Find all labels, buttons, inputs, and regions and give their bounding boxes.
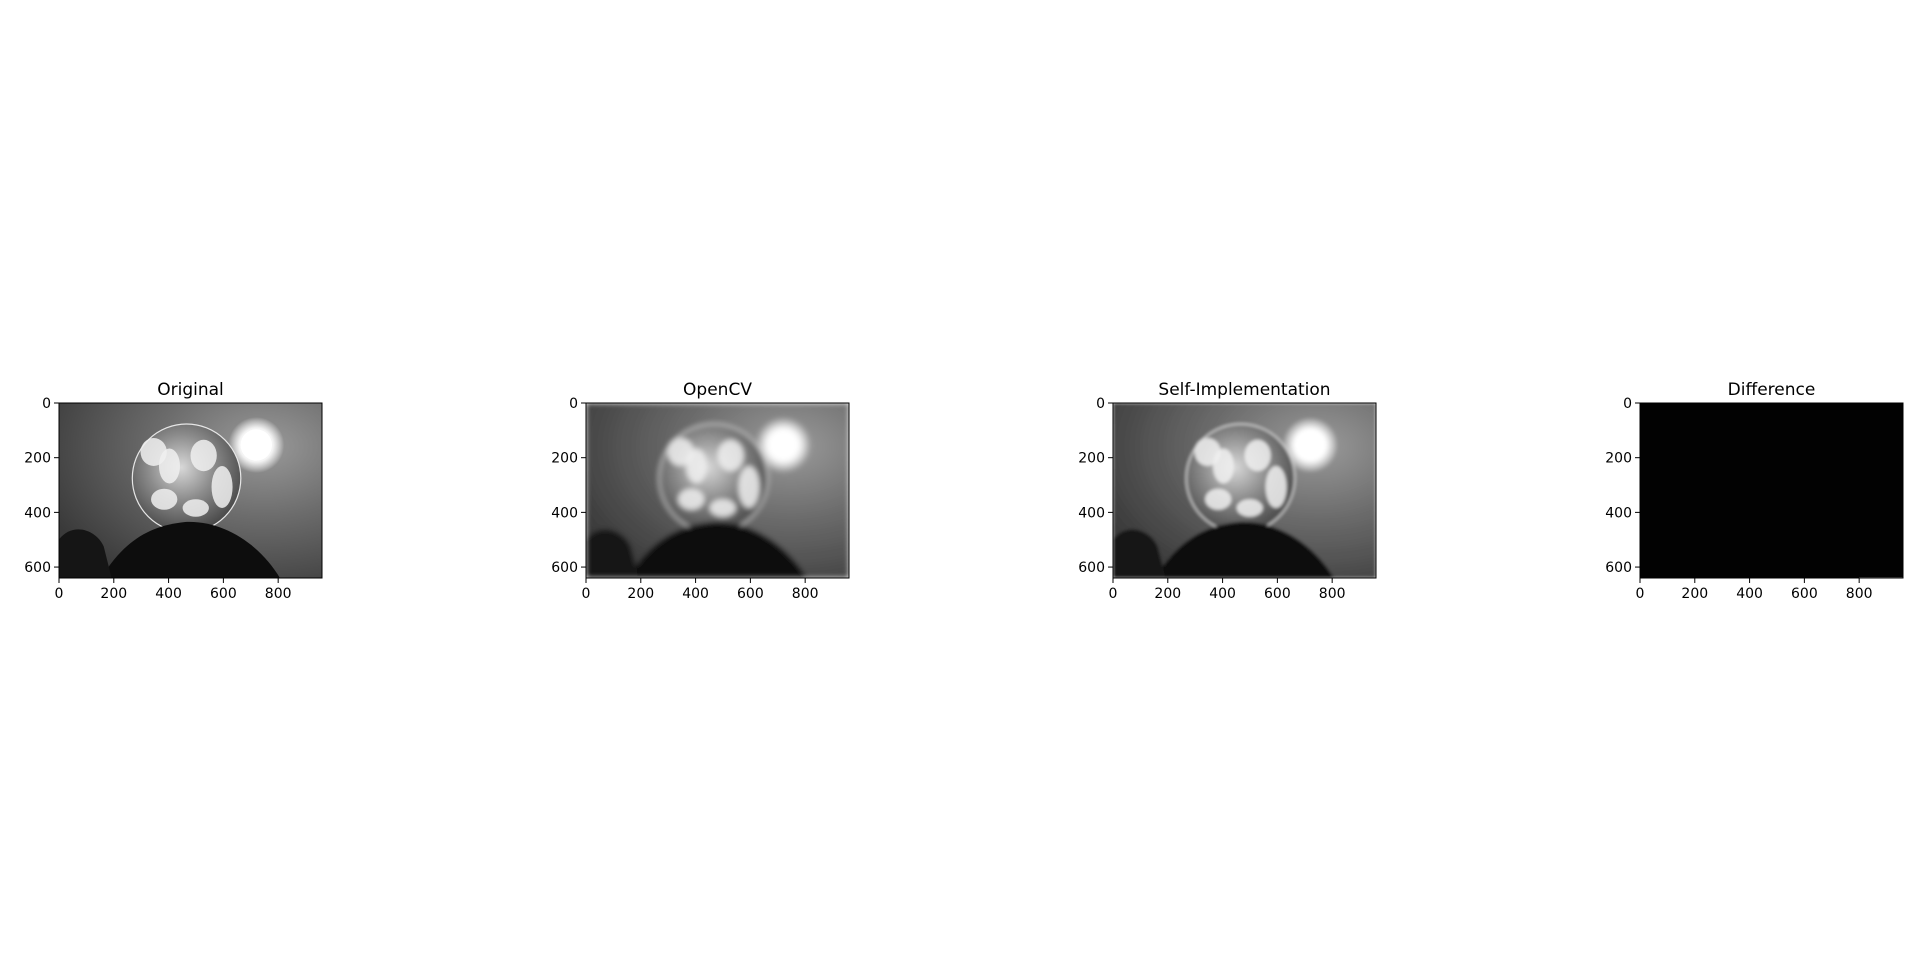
foreground-bush (586, 529, 639, 578)
frost-patch (678, 488, 705, 510)
y-tick-label: 0 (1096, 396, 1105, 412)
x-tick-label: 200 (1154, 586, 1181, 602)
y-tick-label: 400 (1605, 505, 1632, 521)
y-tick-label: 400 (551, 505, 578, 521)
x-tick-label: 200 (100, 586, 127, 602)
frost-patch (717, 439, 744, 472)
frost-patch (182, 499, 209, 517)
x-tick-label: 0 (1636, 586, 1645, 602)
y-tick-label: 200 (1605, 451, 1632, 467)
x-tick-label: 400 (155, 586, 182, 602)
panel-1-title: Original (157, 380, 224, 400)
frost-patch (158, 448, 180, 484)
y-tick-label: 0 (42, 396, 51, 412)
foreground-hill (1155, 521, 1334, 578)
foreground-bush (59, 529, 112, 578)
sun-core (767, 429, 799, 461)
panel-4-frame (1639, 402, 1904, 579)
panel-3-image (1113, 403, 1376, 578)
y-tick-label: 400 (1078, 505, 1105, 521)
frost-patch (190, 439, 217, 472)
panel-2-frame (585, 402, 850, 579)
frost-patch (151, 488, 178, 510)
x-tick-label: 800 (1846, 586, 1873, 602)
foreground-bush (1113, 529, 1166, 578)
y-tick-label: 600 (1605, 560, 1632, 576)
panel-4: Difference 0 200 400 600 800 0 200 400 600 (1605, 380, 1904, 602)
sun-core (240, 429, 272, 461)
x-tick-label: 600 (1264, 586, 1291, 602)
y-tick-label: 0 (1623, 396, 1632, 412)
x-tick-label: 400 (1736, 586, 1763, 602)
frost-patch (1205, 488, 1232, 510)
frost-patch (738, 466, 760, 508)
x-tick-label: 0 (55, 586, 64, 602)
y-tick-label: 600 (551, 560, 578, 576)
panel-3-title: Self-Implementation (1158, 380, 1330, 400)
x-tick-label: 600 (1791, 586, 1818, 602)
difference-image (1640, 403, 1903, 578)
panel-4-image (1640, 403, 1903, 578)
frost-patch (709, 499, 736, 517)
panel-2: OpenCV 0 200 400 600 800 0 200 400 600 (551, 380, 850, 602)
x-tick-label: 200 (627, 586, 654, 602)
x-tick-label: 800 (792, 586, 819, 602)
panel-1: Original 0 200 400 600 800 0 200 400 600 (24, 380, 323, 602)
x-tick-label: 600 (210, 586, 237, 602)
panel-3-frame (1112, 402, 1377, 579)
y-tick-label: 200 (1078, 451, 1105, 467)
sun-core (1294, 429, 1326, 461)
panel-4-title: Difference (1728, 380, 1816, 400)
x-tick-label: 400 (682, 586, 709, 602)
frost-patch (1212, 448, 1234, 484)
x-tick-label: 400 (1209, 586, 1236, 602)
x-tick-label: 600 (737, 586, 764, 602)
panel-1-image (59, 403, 322, 578)
frost-patch (1236, 499, 1263, 517)
y-tick-label: 400 (24, 505, 51, 521)
y-tick-label: 600 (1078, 560, 1105, 576)
y-tick-label: 0 (569, 396, 578, 412)
foreground-hill (628, 521, 807, 578)
panel-3: Self-Implementation 0 200 400 600 800 0 200 400 6… (1078, 380, 1377, 602)
x-tick-label: 800 (265, 586, 292, 602)
y-tick-label: 600 (24, 560, 51, 576)
y-tick-label: 200 (551, 451, 578, 467)
panel-1-frame (58, 402, 323, 579)
x-tick-label: 0 (1109, 586, 1118, 602)
frost-patch (685, 448, 707, 484)
frost-patch (211, 466, 233, 508)
y-tick-label: 200 (24, 451, 51, 467)
panel-2-image (586, 403, 849, 578)
x-tick-label: 0 (582, 586, 591, 602)
panel-2-title: OpenCV (683, 380, 752, 400)
foreground-hill (101, 521, 280, 578)
frost-patch (1244, 439, 1271, 472)
frost-patch (1265, 466, 1287, 508)
x-tick-label: 200 (1681, 586, 1708, 602)
x-tick-label: 800 (1319, 586, 1346, 602)
